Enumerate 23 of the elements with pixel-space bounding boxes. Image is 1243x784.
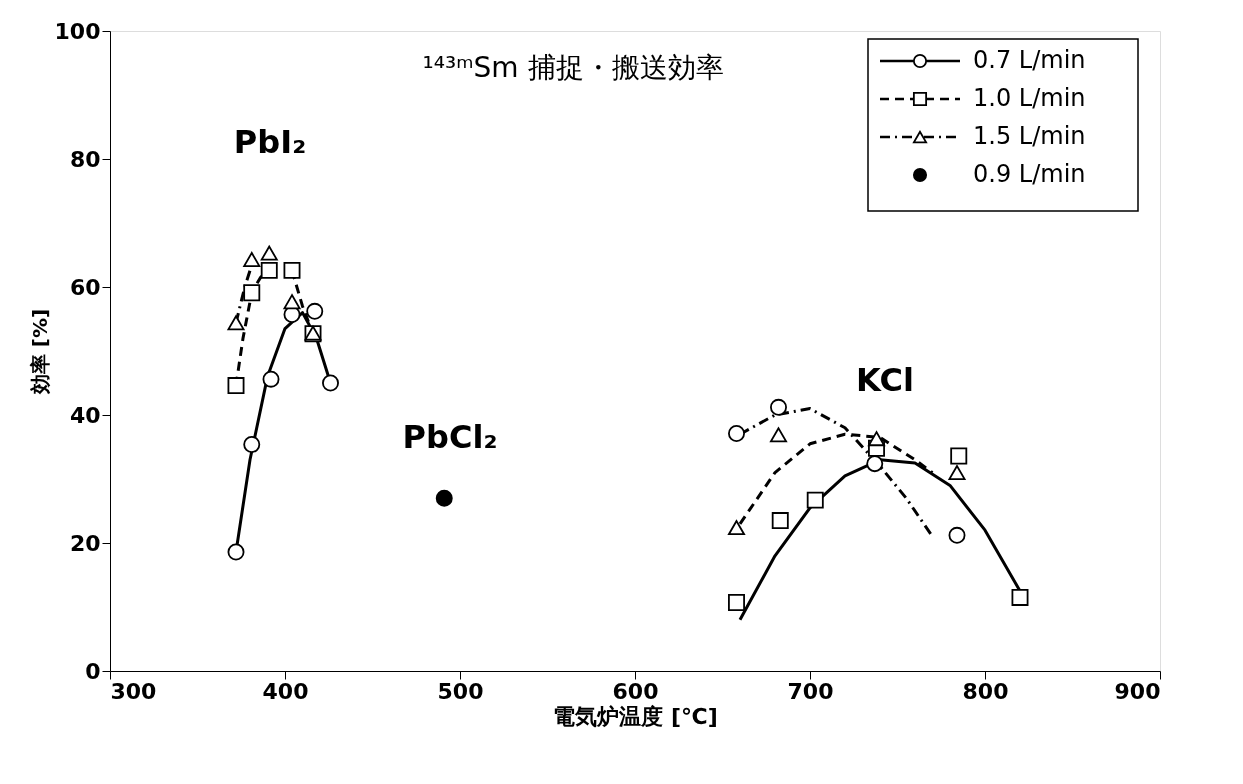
text: ¹⁴³ᵐSm 捕捉・搬送効率 [422,51,724,84]
y-tick-label: 20 [69,530,101,556]
x-tick-label: 800 [962,678,1009,704]
x-tick-label: 700 [787,678,834,704]
y-tick-label: 100 [54,18,101,44]
x-tick-label: 900 [1114,678,1161,704]
legend-label: 0.7 L/min [973,46,1086,74]
y-tick-label: 80 [69,146,101,172]
legend-label: 0.9 L/min [973,160,1086,188]
y-tick-label: 60 [69,274,101,300]
x-tick-label: 400 [262,678,309,704]
y-axis-title: 効率 [%] [27,308,52,396]
x-tick-label: 600 [612,678,659,704]
x-tick-label: 300 [110,678,157,704]
legend-label: 1.5 L/min [973,122,1086,150]
x-tick-label: 500 [437,678,484,704]
y-tick-label: 0 [85,658,101,684]
annotation: PbCl₂ [402,418,498,456]
x-axis-title: 電気炉温度 [℃] [553,703,718,729]
annotation: PbI₂ [233,123,307,161]
annotation: KCl [856,361,914,399]
y-tick-label: 40 [69,402,101,428]
legend-label: 1.0 L/min [973,84,1086,112]
